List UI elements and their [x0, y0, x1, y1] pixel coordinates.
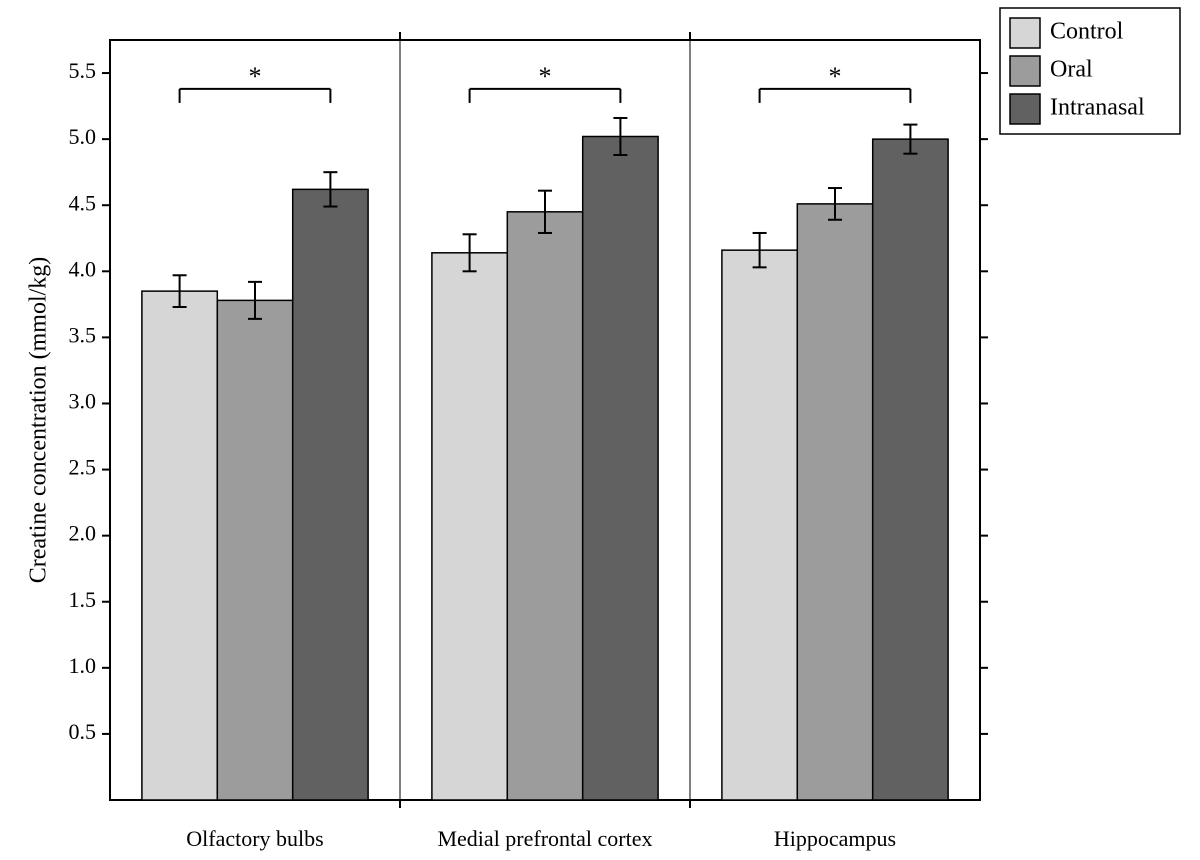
- bar: [873, 139, 948, 800]
- bar: [722, 250, 797, 800]
- sig-star: *: [829, 62, 842, 91]
- bar-chart: 0.5 1.0 1.5 2.0 2.5 3.0 3.5 4.0 4.5 5.0 5.5 Creatin…: [0, 0, 1200, 860]
- legend-label: Oral: [1050, 57, 1093, 83]
- sig-star: *: [539, 62, 552, 91]
- category-label: Olfactory bulbs: [186, 826, 323, 851]
- sig-star: *: [249, 62, 262, 91]
- ytick-label: 2.0: [69, 521, 97, 546]
- ytick-label: 1.0: [69, 653, 97, 678]
- legend-swatch: [1010, 18, 1040, 48]
- legend: Control Oral Intranasal: [1000, 8, 1180, 134]
- ytick-label: 5.5: [69, 58, 97, 83]
- ytick-label: 5.0: [69, 124, 97, 149]
- y-axis-label: Creatine concentration (mmol/kg): [26, 257, 52, 584]
- legend-label: Intranasal: [1050, 95, 1145, 121]
- category-label: Medial prefrontal cortex: [437, 826, 652, 851]
- bar: [432, 253, 507, 800]
- bar: [293, 189, 368, 800]
- bar: [142, 291, 217, 800]
- ytick-label: 1.5: [69, 587, 97, 612]
- bar: [583, 136, 658, 800]
- legend-swatch: [1010, 94, 1040, 124]
- bar: [217, 300, 292, 800]
- category-label: Hippocampus: [774, 826, 896, 851]
- ytick-label: 0.5: [69, 719, 97, 744]
- ytick-label: 3.0: [69, 389, 97, 414]
- bar: [507, 212, 582, 800]
- ytick-label: 4.0: [69, 256, 97, 281]
- ytick-label: 2.5: [69, 455, 97, 480]
- ytick-label: 4.5: [69, 190, 97, 215]
- chart-container: 0.5 1.0 1.5 2.0 2.5 3.0 3.5 4.0 4.5 5.0 5.5 Creatin…: [0, 0, 1200, 860]
- bar: [797, 204, 872, 800]
- legend-label: Control: [1050, 19, 1124, 45]
- legend-swatch: [1010, 56, 1040, 86]
- ytick-label: 3.5: [69, 322, 97, 347]
